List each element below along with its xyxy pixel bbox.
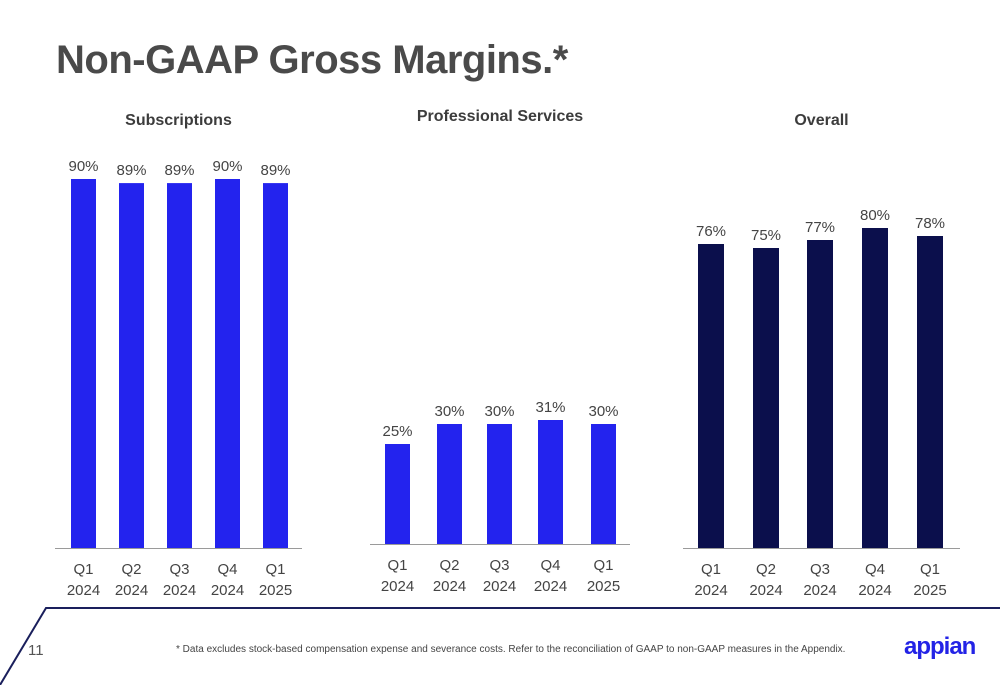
footnote: * Data excludes stock-based compensation… <box>176 644 846 655</box>
x-tick-label: Q1 <box>73 561 93 578</box>
x-tick-label: 2024 <box>163 582 196 599</box>
x-tick-label: Q1 <box>265 561 285 578</box>
bar <box>167 183 192 548</box>
bar <box>591 424 616 544</box>
data-label: 90% <box>68 158 98 175</box>
x-tick-label: Q3 <box>489 557 509 574</box>
x-tick-label: Q4 <box>217 561 237 578</box>
x-tick-label: 2025 <box>259 582 292 599</box>
data-label: 90% <box>212 158 242 175</box>
x-tick-label: Q1 <box>920 561 940 578</box>
x-tick-label: 2024 <box>694 582 727 599</box>
data-label: 31% <box>535 399 565 416</box>
data-label: 89% <box>260 162 290 179</box>
overall-chart: Overall 76% Q1 2024 75% Q2 2024 77% Q3 2024 80% Q4… <box>683 100 960 610</box>
x-tick-label: 2024 <box>803 582 836 599</box>
bar <box>698 244 724 548</box>
x-tick-label: Q4 <box>540 557 560 574</box>
chart-title: Overall <box>794 112 849 129</box>
bar <box>385 444 410 544</box>
subscriptions-plot: 90% Q1 2024 89% Q2 2024 89% Q3 2024 90% Q4 2024 89% Q… <box>55 158 302 599</box>
professional-services-plot: 25% Q1 2024 30% Q2 2024 30% Q3 2024 31% Q4 2024 30% Q… <box>370 399 630 595</box>
x-tick-label: Q1 <box>701 561 721 578</box>
bar <box>917 236 943 548</box>
x-tick-label: Q1 <box>593 557 613 574</box>
x-tick-label: Q2 <box>121 561 141 578</box>
data-label: 89% <box>116 162 146 179</box>
subscriptions-chart: Subscriptions 90% Q1 2024 89% Q2 2024 89% Q3 202… <box>55 100 302 610</box>
data-label: 80% <box>860 207 890 224</box>
x-tick-label: 2025 <box>587 578 620 595</box>
x-tick-label: Q2 <box>439 557 459 574</box>
x-tick-label: 2024 <box>534 578 567 595</box>
bar <box>215 179 240 548</box>
bar <box>862 228 888 548</box>
data-label: 75% <box>751 227 781 244</box>
data-label: 78% <box>915 215 945 232</box>
data-label: 30% <box>588 403 618 420</box>
x-tick-label: 2024 <box>115 582 148 599</box>
chart-title: Professional Services <box>416 108 584 125</box>
data-label: 89% <box>164 162 194 179</box>
x-tick-label: 2025 <box>913 582 946 599</box>
bar <box>538 420 563 544</box>
bar <box>487 424 512 544</box>
x-tick-label: 2024 <box>433 578 466 595</box>
bar <box>119 183 144 548</box>
bar <box>71 179 96 548</box>
x-tick-label: Q1 <box>387 557 407 574</box>
slide-title: Non-GAAP Gross Margins.* <box>56 38 568 82</box>
x-tick-label: 2024 <box>381 578 414 595</box>
x-tick-label: 2024 <box>749 582 782 599</box>
x-tick-label: 2024 <box>211 582 244 599</box>
page-number: 11 <box>28 642 44 659</box>
bar <box>437 424 462 544</box>
bar <box>753 248 779 548</box>
footer-divider <box>0 607 1000 685</box>
x-tick-label: Q2 <box>756 561 776 578</box>
overall-plot: 76% Q1 2024 75% Q2 2024 77% Q3 2024 80% Q4 2024 78% Q… <box>683 207 960 599</box>
data-label: 30% <box>434 403 464 420</box>
data-label: 76% <box>696 223 726 240</box>
x-tick-label: 2024 <box>858 582 891 599</box>
professional-services-chart: Professional Services 25% Q1 2024 30% Q2 2024… <box>370 100 630 610</box>
x-tick-label: Q4 <box>865 561 885 578</box>
appian-logo: appian <box>904 633 976 660</box>
bar <box>807 240 833 548</box>
data-label: 30% <box>484 403 514 420</box>
bar <box>263 183 288 548</box>
x-tick-label: 2024 <box>67 582 100 599</box>
x-tick-label: Q3 <box>810 561 830 578</box>
x-tick-label: 2024 <box>483 578 516 595</box>
data-label: 77% <box>805 219 835 236</box>
data-label: 25% <box>382 423 412 440</box>
x-tick-label: Q3 <box>169 561 189 578</box>
chart-title: Subscriptions <box>125 112 232 129</box>
